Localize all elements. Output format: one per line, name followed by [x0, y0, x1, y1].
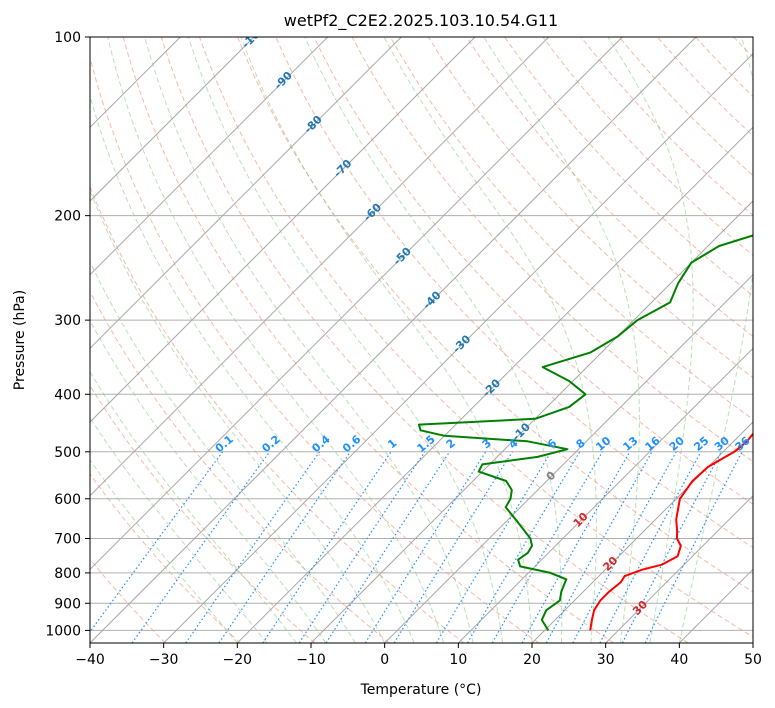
isotherm-line [90, 37, 329, 276]
y-tick-label: 500 [54, 445, 81, 461]
moist-adiabat-line [383, 37, 597, 643]
dry-adiabat-line [466, 37, 753, 338]
moist-adiabat-line [144, 37, 474, 643]
moist-adiabat-line [678, 37, 753, 643]
y-tick-label: 1000 [45, 623, 81, 639]
moist-adiabat-line [90, 260, 356, 643]
skewed-isotherms [90, 37, 753, 643]
x-tick-label: 30 [597, 652, 615, 668]
isotherm-line [90, 37, 402, 350]
moist-adiabat-line [304, 37, 563, 643]
moist-adiabat-line [90, 458, 238, 643]
isotherm-line [90, 37, 476, 423]
dry-adiabat-line [90, 384, 316, 643]
moist-adiabat-line [90, 319, 327, 643]
y-axis-label: Pressure (hPa) [12, 290, 28, 390]
x-tick-label: 50 [744, 652, 762, 668]
dry-adiabat-line [427, 37, 753, 379]
isotherm-label: 40 [660, 641, 680, 661]
mixing-ratio-line [218, 451, 351, 643]
x-tick-label: −30 [149, 652, 179, 668]
dry-adiabat-line [90, 55, 540, 643]
dry-adiabat-line [90, 290, 390, 643]
isotherm-line [90, 37, 623, 571]
mixing-ratio-line [435, 451, 552, 643]
y-tick-label: 100 [54, 30, 81, 46]
x-tick-label: 0 [380, 652, 389, 668]
dry-adiabat-line [122, 37, 614, 643]
mixing-ratio-line [572, 451, 677, 643]
series-lines [417, 234, 753, 631]
mixing-ratio-line [364, 451, 487, 643]
y-axis: 100 200 300 400 500 600 700 800 900 1000 [45, 30, 90, 639]
moist-adiabat-line [483, 37, 640, 643]
dry-adiabat-line [90, 473, 241, 643]
isotherm-line [236, 126, 753, 643]
y-tick-label: 200 [54, 209, 81, 225]
dry-adiabat-line [90, 185, 465, 643]
dry-adiabat-line [351, 37, 753, 463]
y-tick-label: 900 [54, 596, 81, 612]
mixing-ratio-line [185, 451, 321, 643]
isotherm-line [90, 37, 550, 497]
dry-adiabat-line [313, 37, 753, 505]
isotherm-line [605, 494, 753, 643]
isotherm-line [310, 200, 753, 643]
background-lines [90, 37, 753, 643]
x-tick-label: −40 [75, 652, 105, 668]
dry-adiabat-line [160, 37, 689, 643]
temperature-line [589, 432, 753, 631]
mixing-ratio-line [491, 451, 604, 643]
plot-frame [89, 36, 754, 644]
x-axis: −40 −30 −20 −10 0 10 20 30 40 50 [75, 643, 762, 668]
x-axis-label: Temperature (°C) [360, 682, 482, 698]
isotherm-line [384, 273, 753, 643]
mixing-ratio-line [521, 451, 631, 643]
moist-adiabat-line [90, 416, 268, 643]
dewpoint-line [417, 234, 753, 631]
y-tick-label: 700 [54, 532, 81, 548]
dry-adiabat-line [504, 37, 753, 297]
dry-adiabat-line [237, 37, 753, 593]
mixing-ratio-line [466, 451, 581, 643]
isotherm-line [531, 421, 753, 643]
moist-adiabat-line [240, 37, 533, 643]
mixing-ratio-line [131, 451, 271, 643]
chart-title: wetPf2_C2E2.2025.103.10.54.G11 [284, 11, 558, 31]
moist-adiabat-line [607, 37, 694, 643]
isotherm-line [90, 37, 255, 202]
mixing-ratio-line [393, 451, 513, 643]
moist-adiabat-line [107, 37, 445, 643]
mixing-ratio-line [545, 451, 653, 643]
y-tick-label: 600 [54, 492, 81, 508]
y-tick-label: 300 [54, 313, 81, 329]
mixing-ratio-line [325, 451, 451, 643]
pressure-gridlines [90, 37, 753, 631]
mixing-ratio-lines [90, 451, 743, 643]
dry-adiabat-line [275, 37, 753, 549]
y-tick-label: 800 [54, 566, 81, 582]
isotherm-line [457, 347, 753, 643]
dry-adiabat-line [580, 37, 753, 216]
isotherm-line [90, 37, 697, 643]
x-tick-label: −10 [296, 652, 326, 668]
x-tick-label: −20 [223, 652, 253, 668]
x-tick-label: 20 [523, 652, 541, 668]
x-tick-label: 10 [449, 652, 467, 668]
isotherm-line [163, 52, 753, 643]
moist-adiabat-line [188, 37, 503, 643]
y-tick-label: 400 [54, 387, 81, 403]
moist-adiabat-line [90, 189, 386, 643]
x-tick-label: 40 [670, 652, 688, 668]
